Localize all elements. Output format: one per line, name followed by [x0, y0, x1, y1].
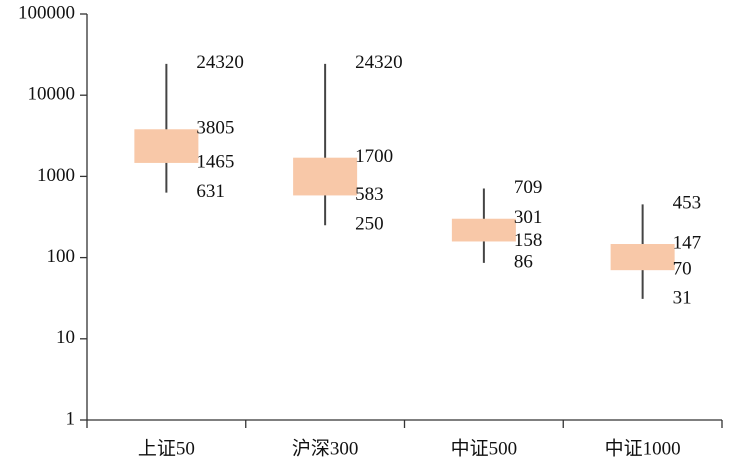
data-label: 147 [673, 232, 702, 253]
box [134, 129, 199, 163]
x-tick-label: 沪深300 [292, 437, 359, 459]
data-label: 453 [673, 193, 702, 214]
data-label: 583 [355, 184, 384, 205]
data-label: 631 [196, 181, 225, 202]
y-tick-label: 100 [47, 246, 76, 267]
data-label: 3805 [196, 118, 234, 139]
y-tick-label: 10 [56, 327, 75, 348]
data-label: 1465 [196, 151, 234, 172]
y-tick-label: 10000 [28, 84, 76, 105]
data-label: 24320 [196, 52, 244, 73]
y-tick-label: 1000 [37, 165, 75, 186]
x-tick-label: 上证50 [138, 437, 195, 459]
data-label: 158 [514, 230, 543, 251]
x-tick-label: 中证1000 [605, 437, 681, 459]
data-label: 1700 [355, 146, 393, 167]
y-tick-label: 100000 [18, 2, 75, 23]
data-label: 86 [514, 251, 533, 272]
y-tick-label: 1 [66, 408, 76, 429]
box [293, 157, 358, 196]
data-label: 31 [673, 287, 692, 308]
data-label: 301 [514, 207, 543, 228]
data-label: 24320 [355, 52, 403, 73]
data-label: 709 [514, 177, 543, 198]
x-tick-label: 中证500 [451, 437, 518, 459]
box [610, 244, 675, 271]
data-label: 250 [355, 214, 384, 235]
box [451, 218, 516, 242]
data-label: 70 [673, 259, 692, 280]
